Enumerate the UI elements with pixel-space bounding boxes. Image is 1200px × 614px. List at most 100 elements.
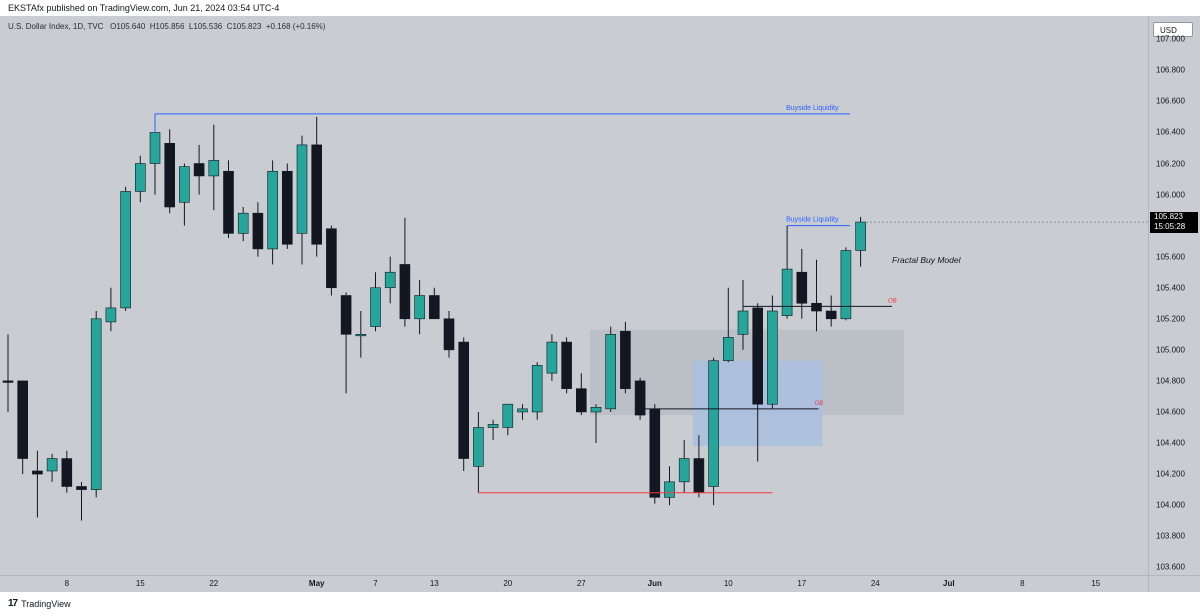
price-tick: 103.600 (1156, 562, 1185, 572)
time-tick: 22 (209, 579, 219, 588)
price-tick: 106.800 (1156, 65, 1185, 75)
candle-body (252, 212, 264, 250)
publisher-bar: EKSTAfx published on TradingView.com, Ju… (0, 0, 1200, 16)
candle-body (575, 388, 587, 413)
time-tick: 20 (503, 579, 513, 588)
footer: 17 TradingView (0, 592, 1200, 614)
candle-body (531, 365, 543, 413)
bar-countdown: 15:05:28 (1154, 222, 1186, 232)
candle-body (17, 380, 29, 459)
candle-body (208, 160, 220, 177)
candle-body (561, 341, 572, 389)
price-tick: 106.600 (1156, 96, 1185, 106)
time-tick: 8 (64, 579, 70, 588)
buyside-liquidity-label: Buyside Liquidity (786, 105, 839, 112)
price-tick: 106.200 (1156, 159, 1185, 168)
time-tick: 17 (797, 579, 807, 588)
candle-body (149, 132, 161, 164)
legend-low: L105.536 (188, 22, 223, 31)
time-tick: 27 (576, 579, 586, 588)
candle-body (384, 271, 396, 289)
candle-body (605, 334, 617, 410)
candle-body (414, 295, 425, 320)
candle-body (237, 212, 249, 234)
price-axis[interactable]: USD 107.000 106.800 106.600 106.400 106.200 1… (1148, 16, 1200, 575)
time-tick: 24 (870, 579, 880, 588)
candle-body (223, 170, 234, 234)
candle-body (326, 228, 337, 289)
candle-body (649, 408, 661, 498)
legend-symbol: U.S. Dollar Index, 1D, TVC (8, 22, 104, 31)
price-tick: 104.600 (1156, 407, 1185, 417)
fractal-buy-model-label: Fractal Buy Model (892, 255, 962, 265)
chart-pane[interactable]: Buyside Liquidity Buyside Liquidity Fracta… (0, 16, 1148, 575)
last-price-value: 105.823 (1154, 212, 1183, 222)
price-tick: 105.600 (1156, 252, 1185, 262)
price-tick: 107.000 (1156, 34, 1185, 44)
recent-buyside-label: Buyside Liquidity (786, 217, 839, 224)
candle-body (664, 481, 675, 498)
candle-body (105, 307, 117, 323)
price-tick: 106.400 (1156, 127, 1185, 137)
candle-body (767, 310, 778, 405)
candle-body (46, 458, 58, 472)
candle-body (340, 295, 352, 335)
candle-body (428, 295, 440, 320)
candle-body (179, 166, 190, 203)
candle-body (487, 424, 499, 428)
candle-body (590, 406, 602, 413)
time-tick: 8 (1020, 579, 1025, 588)
time-tick: Jun (647, 579, 662, 588)
candle-body (781, 268, 793, 316)
candle-body (825, 310, 837, 320)
candle-body (722, 337, 734, 362)
candlestick-chart[interactable]: Buyside Liquidity Buyside Liquidity Fracta… (0, 16, 1148, 575)
price-tick: 104.800 (1156, 376, 1185, 386)
legend-high: H105.856 (149, 22, 185, 31)
tradingview-brand: TradingView (21, 598, 71, 609)
candle-body (634, 380, 646, 416)
candle-body (296, 144, 308, 234)
price-tick: 106.000 (1156, 190, 1185, 200)
candle-body (811, 302, 822, 312)
legend-close: C105.823 (226, 22, 262, 31)
time-axis[interactable]: 8 15 22 May 7 13 20 27 Jun 10 17 24 Jul 8 15 (0, 575, 1148, 592)
symbol-legend[interactable]: U.S. Dollar Index, 1D, TVC O105.640 H105… (8, 22, 325, 31)
time-tick: May (308, 579, 325, 588)
ob-label-lower: OB (815, 401, 824, 407)
candle-body (120, 191, 131, 309)
ob-label-upper: OB (888, 298, 897, 304)
legend-change: +0.168 (+0.16%) (265, 22, 326, 31)
candle-body (737, 310, 749, 335)
tradingview-mark-icon: 17 (8, 598, 18, 609)
price-tick: 105.400 (1156, 283, 1185, 293)
candle-body (193, 163, 205, 177)
price-tick: 105.200 (1156, 314, 1185, 324)
candle-body (135, 163, 146, 192)
candle-body (370, 287, 381, 327)
price-tick: 104.000 (1156, 500, 1185, 510)
tradingview-logo[interactable]: 17 TradingView (8, 598, 71, 609)
axis-corner (1148, 575, 1200, 592)
candle-body (502, 403, 514, 428)
candle-body (61, 458, 73, 487)
price-tick: 105.000 (1156, 345, 1185, 355)
candle-body (76, 486, 87, 490)
candle-body (267, 170, 278, 250)
candle-body (620, 330, 631, 389)
candle-body (752, 307, 764, 405)
candle-body (678, 458, 690, 483)
candle-body (796, 271, 808, 304)
candle-body (840, 250, 852, 320)
candle-body (517, 408, 528, 413)
candle-body (90, 318, 102, 490)
candle-body (399, 264, 411, 320)
time-tick: 10 (723, 579, 733, 588)
time-tick: 15 (135, 579, 145, 588)
candle-body (855, 221, 866, 251)
currency-button[interactable]: USD (1153, 22, 1193, 37)
price-tick: 104.400 (1156, 438, 1185, 448)
time-tick: Jul (943, 579, 955, 588)
candle-body (2, 380, 14, 383)
candle-body (311, 144, 323, 245)
